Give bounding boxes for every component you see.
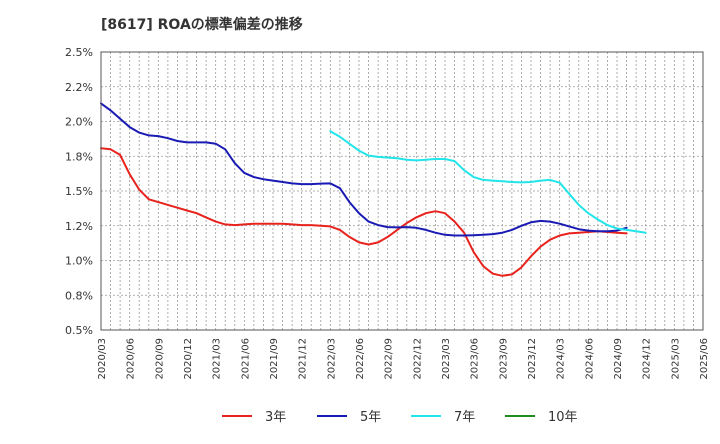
y-tick-labels: 0.5% 0.8% 1.0% 1.2% 1.5% 1.8% 2.0% 2.2% 2.5% xyxy=(65,46,93,337)
legend: 3年 5年 7年 10年 xyxy=(222,410,578,425)
y-tick-label: 0.8% xyxy=(65,289,93,302)
x-tick-label: 2023/09 xyxy=(498,338,509,380)
legend-label: 3年 xyxy=(265,410,286,425)
y-tick-label: 0.5% xyxy=(65,324,93,337)
x-tick-label: 2025/03 xyxy=(670,338,681,380)
x-tick-label: 2024/06 xyxy=(584,338,595,380)
x-tick-label: 2020/12 xyxy=(183,338,194,380)
chart-title: [8617] ROAの標準偏差の推移 xyxy=(101,17,303,33)
x-tick-label: 2021/06 xyxy=(240,338,251,380)
x-tick-label: 2021/03 xyxy=(212,338,223,380)
legend-label: 5年 xyxy=(360,410,381,425)
x-tick-label: 2024/03 xyxy=(556,338,567,380)
x-tick-label: 2022/03 xyxy=(326,338,337,380)
y-tick-label: 1.8% xyxy=(65,150,93,163)
series-line xyxy=(100,147,628,277)
y-tick-label: 1.2% xyxy=(65,220,93,233)
x-tick-label: 2025/06 xyxy=(699,338,710,380)
y-tick-label: 1.0% xyxy=(65,255,93,268)
x-tick-labels: 2020/03 2020/06 2020/09 2020/12 2021/03 2021/… xyxy=(97,338,710,380)
x-tick-label: 2024/09 xyxy=(613,338,624,380)
x-tick-label: 2020/03 xyxy=(97,338,108,380)
x-tick-label: 2024/12 xyxy=(642,338,653,380)
y-tick-label: 2.0% xyxy=(65,116,93,129)
x-tick-label: 2021/09 xyxy=(269,338,280,380)
x-tick-label: 2022/06 xyxy=(355,338,366,380)
x-tick-label: 2022/09 xyxy=(384,338,395,380)
series-line xyxy=(329,130,647,234)
y-tick-label: 2.5% xyxy=(65,46,93,59)
legend-label: 7年 xyxy=(454,410,475,425)
plot-frame xyxy=(100,51,704,331)
x-tick-label: 2020/06 xyxy=(126,338,137,380)
x-tick-label: 2020/09 xyxy=(154,338,165,380)
x-tick-label: 2023/12 xyxy=(527,338,538,380)
x-tick-label: 2021/12 xyxy=(298,338,309,380)
series-line xyxy=(100,102,628,237)
x-tick-label: 2022/12 xyxy=(412,338,423,380)
y-tick-label: 2.2% xyxy=(65,81,93,94)
y-tick-label: 1.5% xyxy=(65,185,93,198)
series-lines xyxy=(100,102,647,277)
x-tick-label: 2023/06 xyxy=(470,338,481,380)
legend-label: 10年 xyxy=(548,410,578,425)
x-tick-label: 2023/03 xyxy=(441,338,452,380)
